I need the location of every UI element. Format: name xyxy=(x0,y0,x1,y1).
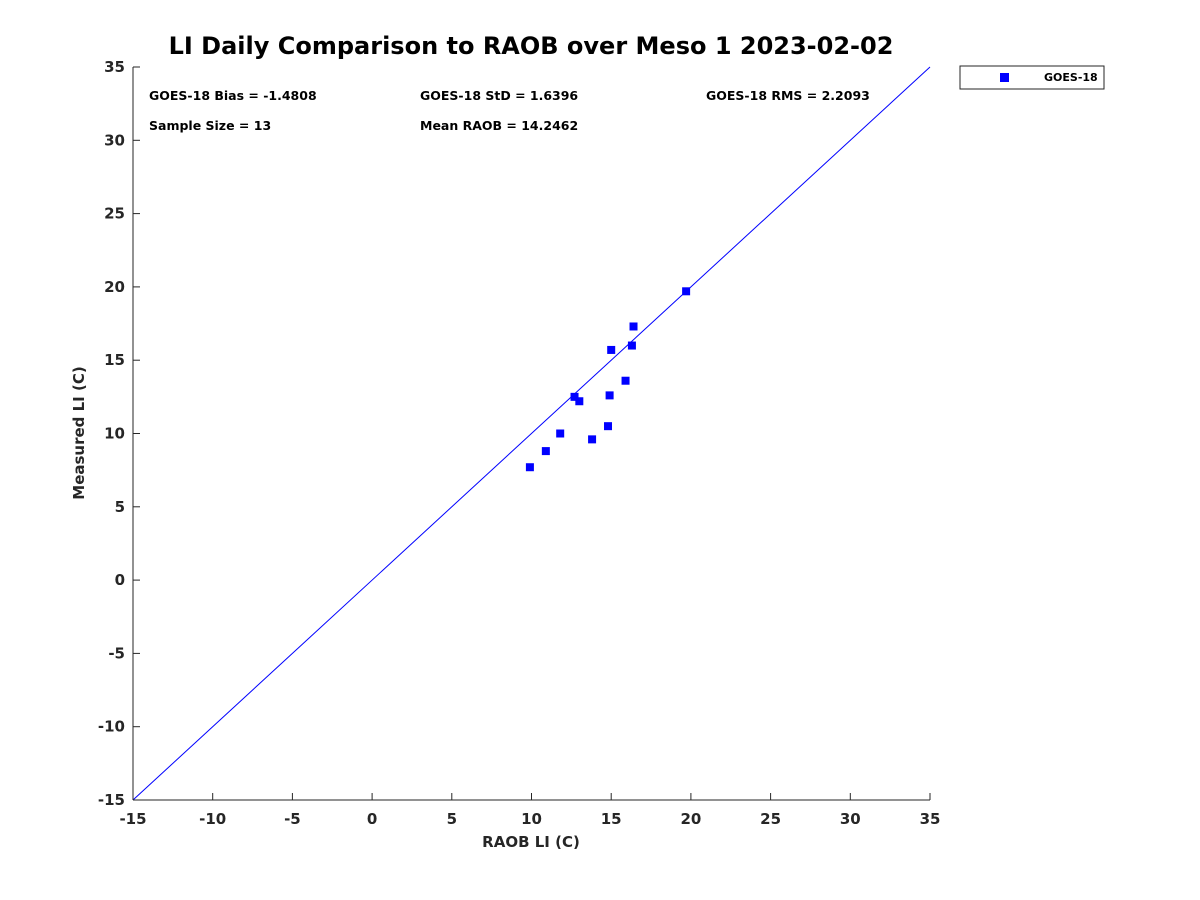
x-tick-label: 25 xyxy=(760,810,781,828)
y-tick-label: 20 xyxy=(104,278,125,296)
legend-marker-goes-18 xyxy=(1000,73,1009,82)
legend: GOES-18 xyxy=(959,65,1105,90)
x-tick-label: 0 xyxy=(367,810,377,828)
x-tick-label: -5 xyxy=(284,810,301,828)
data-point xyxy=(605,391,614,400)
legend-label-goes-18: GOES-18 xyxy=(1044,71,1098,84)
data-point xyxy=(621,376,630,385)
x-tick-label: 35 xyxy=(920,810,941,828)
data-points xyxy=(525,287,691,472)
x-axis-label: RAOB LI (C) xyxy=(482,833,580,851)
y-tick-label: 5 xyxy=(115,498,125,516)
x-tick-label: 15 xyxy=(601,810,622,828)
data-point xyxy=(607,345,616,354)
data-point xyxy=(541,447,550,456)
y-tick-label: -10 xyxy=(98,718,125,736)
y-axis-label: Measured LI (C) xyxy=(70,366,88,499)
x-tick-label: 20 xyxy=(680,810,701,828)
y-tick-label: -5 xyxy=(108,644,125,662)
data-point xyxy=(627,341,636,350)
y-tick-label: 10 xyxy=(104,425,125,443)
sample-size-annotation: Sample Size = 13 xyxy=(149,118,271,133)
x-tick-label: 10 xyxy=(521,810,542,828)
data-point xyxy=(682,287,691,296)
y-tick-label: 25 xyxy=(104,205,125,223)
axis-ticks: -15 -10 -5 0 5 10 15 20 25 30 35 -15 -10 -5 0 5 10 15 20 25… xyxy=(98,58,941,828)
y-tick-label: 15 xyxy=(104,351,125,369)
x-tick-label: 5 xyxy=(447,810,457,828)
x-tick-label: -15 xyxy=(119,810,146,828)
mean-raob-annotation: Mean RAOB = 14.2462 xyxy=(420,118,578,133)
data-point xyxy=(588,435,597,444)
data-point xyxy=(525,463,534,472)
chart-title: LI Daily Comparison to RAOB over Meso 1 … xyxy=(169,32,894,60)
data-point xyxy=(629,322,638,331)
data-point xyxy=(570,392,579,401)
bias-annotation: GOES-18 Bias = -1.4808 xyxy=(149,88,317,103)
one-to-one-reference-line xyxy=(132,66,931,801)
data-point xyxy=(604,422,613,431)
std-annotation: GOES-18 StD = 1.6396 xyxy=(420,88,578,103)
x-tick-label: -10 xyxy=(199,810,226,828)
y-tick-label: 0 xyxy=(115,571,125,589)
plot-area: -15 -10 -5 0 5 10 15 20 25 30 35 -15 -10 -5 0 5 10 15 20 25… xyxy=(98,58,941,828)
stats-annotations: GOES-18 Bias = -1.4808 GOES-18 StD = 1.6… xyxy=(149,88,870,133)
rms-annotation: GOES-18 RMS = 2.2093 xyxy=(706,88,870,103)
y-tick-label: -15 xyxy=(98,791,125,809)
data-point xyxy=(575,397,584,406)
legend-box xyxy=(959,65,1105,90)
y-tick-label: 30 xyxy=(104,131,125,149)
y-tick-label: 35 xyxy=(104,58,125,76)
x-tick-label: 30 xyxy=(840,810,861,828)
data-point xyxy=(556,429,565,438)
